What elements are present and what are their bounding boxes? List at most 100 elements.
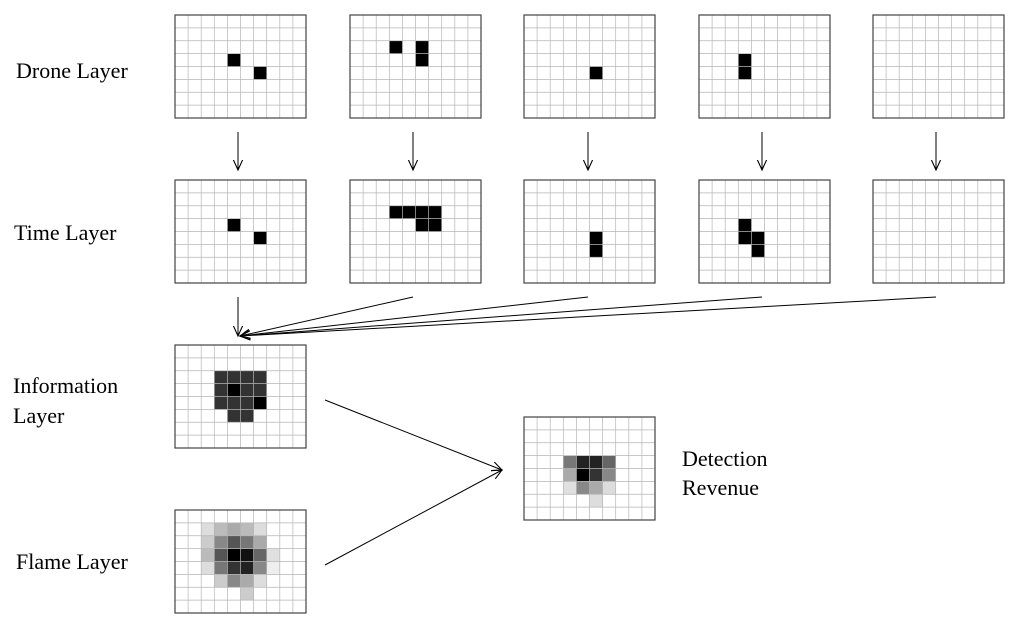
detection-revenue-grid-border (523, 416, 656, 521)
drone-layer-grid-2-border (349, 14, 482, 119)
drone-layer-label: Drone Layer (16, 58, 128, 83)
drone-layer-grid-1-gridlines (175, 15, 306, 118)
drone-layer-grid-3-border (523, 14, 656, 119)
flame-layer-label: Flame Layer (16, 549, 128, 574)
time-layer-grid-3-gridlines (524, 180, 655, 283)
time-layer-grid-2-cell (402, 205, 416, 219)
flame-layer-grid-cell (201, 561, 215, 575)
information-layer-grid-cell (253, 396, 267, 410)
time-to-information-arrow-3 (240, 296, 589, 336)
time-layer-grid-5 (872, 179, 1005, 284)
drone-layer-grid-4-gridlines (699, 15, 830, 118)
time-layer-grid-2-gridlines (350, 180, 481, 283)
flame-layer-grid-cell (240, 561, 254, 575)
flame-layer-grid-cell (227, 574, 241, 588)
time-layer-grid-3-cell (589, 231, 603, 245)
flame-layer-grid (174, 509, 307, 614)
detection-revenue-grid (523, 416, 656, 521)
information-layer-grid (174, 344, 307, 449)
detection-revenue-grid-cell (602, 481, 616, 495)
drone-layer-grid-2 (349, 14, 482, 119)
drone-layer-grid-2-cell (389, 40, 403, 54)
drone-layer-grid-1-cell (253, 66, 267, 80)
flame-layer-grid-cell (201, 522, 215, 537)
information-layer-grid-cell (253, 383, 267, 397)
flame-layer-grid-border (174, 509, 307, 614)
detection-revenue-grid-gridlines (524, 417, 655, 520)
flame-layer-grid-cell (227, 561, 241, 575)
time-to-information-arrow-5 (240, 296, 937, 336)
drone-layer-grid-1-cell (227, 53, 241, 67)
flame-layer-grid-cell (266, 561, 281, 575)
flame-layer-grid-cell (227, 548, 241, 562)
flame-layer-grid-cell (214, 522, 228, 537)
time-layer-grid-3 (523, 179, 656, 284)
flame-layer-grid-cell (227, 522, 241, 537)
flame-layer-grid-cell (253, 574, 267, 588)
drone-layer-grid-4-cell (738, 66, 752, 80)
detection-revenue-grid-cell (563, 481, 577, 495)
time-layer-grid-2-cell (415, 218, 429, 232)
time-layer-grid-1-cell (253, 231, 267, 245)
time-layer-grid-1 (174, 179, 307, 284)
flame-layer-grid-cell (227, 535, 241, 549)
detection-revenue-label-line2: Revenue (682, 475, 759, 500)
flame-layer-grid-cell (214, 535, 228, 549)
detection-revenue-grid-cell (563, 468, 577, 482)
time-layer-grid-4-gridlines (699, 180, 830, 283)
detection-revenue-grid-cell (602, 455, 616, 469)
drone-layer-grid-2-cell (415, 53, 429, 67)
time-layer-grid-4-cell (738, 218, 752, 232)
drone-layer-grid-5-border (872, 14, 1005, 119)
time-layer-grid-1-border (174, 179, 307, 284)
information-layer-grid-cell (240, 370, 254, 384)
time-layer-grid-3-cell (589, 244, 603, 258)
flame-layer-grid-cell (253, 535, 267, 549)
time-layer-grid-2 (349, 179, 482, 284)
detection-revenue-grid-cell (576, 481, 590, 495)
flame-layer-grid-cell (201, 548, 215, 562)
time-layer-grid-4-cell (751, 244, 765, 258)
time-layer-grid-4-cell (751, 231, 765, 245)
information-layer-grid-cell (240, 383, 254, 397)
detection-revenue-grid-cell (576, 468, 590, 482)
detection-revenue-grid-cell (563, 455, 577, 469)
flame-layer-grid-cell (253, 548, 267, 562)
flame-layer-grid-cell (240, 535, 254, 549)
drone-layer-grid-2-gridlines (350, 15, 481, 118)
time-layer-label: Time Layer (14, 220, 117, 245)
detection-revenue-grid-cell (589, 494, 603, 508)
information-layer-grid-border (174, 344, 307, 449)
time-layer-grid-1-cell (227, 218, 241, 232)
time-layer-grid-5-border (872, 179, 1005, 284)
information-layer-grid-cell (214, 383, 228, 397)
information-layer-grid-cell (227, 396, 241, 410)
time-layer-grid-2-cell (389, 205, 403, 219)
time-to-information-arrow-4 (240, 296, 763, 336)
information-layer-grid-cell (214, 396, 228, 410)
time-layer-grid-2-cell (428, 205, 442, 219)
drone-layer-grid-4 (698, 14, 831, 119)
information-layer-grid-cell (227, 409, 241, 423)
detection-revenue-grid-cell (576, 455, 590, 469)
drone-layer-grid-2-cell (415, 40, 429, 54)
detection-revenue-grid-cell (602, 468, 616, 482)
information-layer-grid-cell (227, 383, 241, 397)
drone-layer-grid-1-border (174, 14, 307, 119)
information-layer-grid-cell (214, 370, 228, 384)
time-layer-grid-1-gridlines (175, 180, 306, 283)
detection-revenue-label-line1: Detection (682, 446, 768, 471)
time-layer-grid-4 (698, 179, 831, 284)
detection-revenue-grid-cell (589, 455, 603, 469)
information-layer-grid-cell (240, 396, 254, 410)
information-layer-grid-cell (253, 370, 267, 384)
information-layer-label-line1: Information (13, 373, 119, 398)
flame-layer-grid-gridlines (175, 510, 306, 613)
flame-layer-grid-cell (214, 548, 228, 562)
flame-layer-grid-cell (240, 522, 254, 537)
information-layer-grid-gridlines (175, 345, 306, 448)
flame-layer-grid-cell (214, 574, 228, 588)
information-layer-label-line2: Layer (13, 403, 65, 428)
time-layer-grid-2-cell (428, 218, 442, 232)
